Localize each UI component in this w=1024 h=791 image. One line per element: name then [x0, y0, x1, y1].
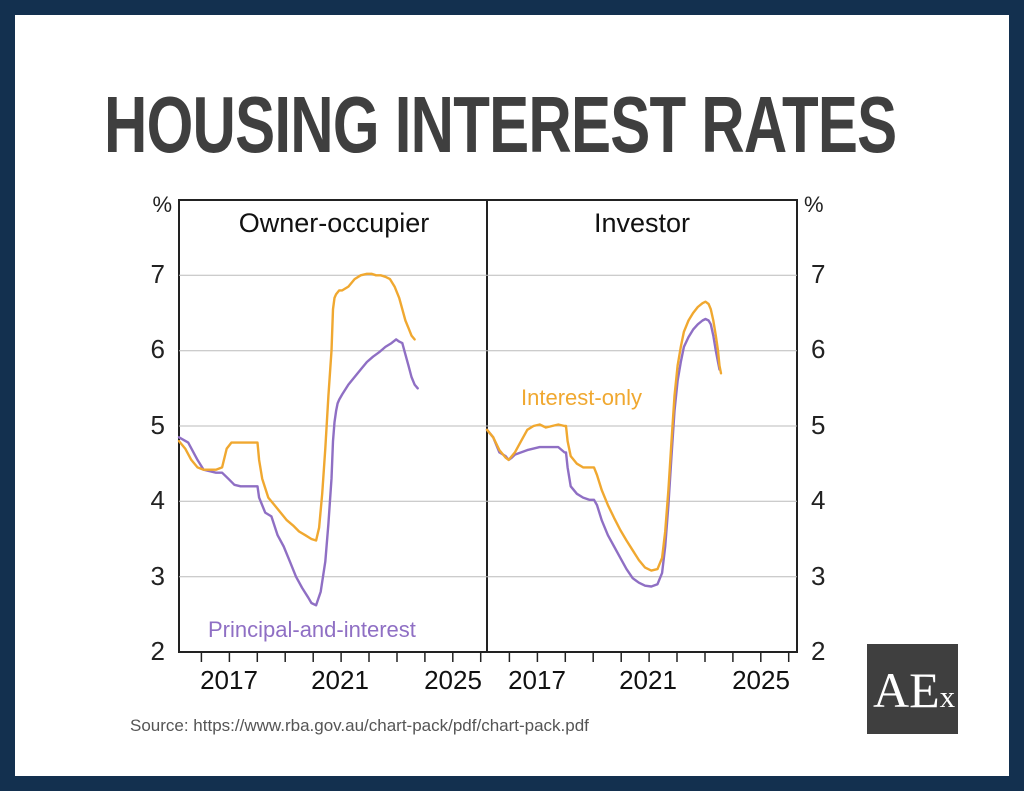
svg-text:Principal-and-interest: Principal-and-interest: [208, 617, 416, 642]
svg-text:4: 4: [151, 485, 165, 515]
svg-text:3: 3: [811, 561, 825, 591]
svg-text:2: 2: [151, 636, 165, 666]
svg-text:5: 5: [811, 410, 825, 440]
svg-text:7: 7: [811, 259, 825, 289]
svg-text:%: %: [152, 192, 172, 217]
svg-text:AEx: AEx: [873, 662, 956, 718]
svg-text:%: %: [804, 192, 824, 217]
svg-text:2: 2: [811, 636, 825, 666]
svg-text:Owner-occupier: Owner-occupier: [239, 208, 430, 238]
svg-text:2025: 2025: [424, 665, 482, 695]
svg-text:2025: 2025: [732, 665, 790, 695]
svg-text:4: 4: [811, 485, 825, 515]
svg-text:7: 7: [151, 259, 165, 289]
svg-text:3: 3: [151, 561, 165, 591]
svg-text:2021: 2021: [619, 665, 677, 695]
svg-text:2017: 2017: [508, 665, 566, 695]
svg-text:6: 6: [151, 334, 165, 364]
svg-text:2017: 2017: [200, 665, 258, 695]
svg-text:5: 5: [151, 410, 165, 440]
svg-text:Investor: Investor: [594, 208, 690, 238]
svg-text:Interest-only: Interest-only: [521, 385, 642, 410]
svg-text:2021: 2021: [311, 665, 369, 695]
svg-text:6: 6: [811, 334, 825, 364]
